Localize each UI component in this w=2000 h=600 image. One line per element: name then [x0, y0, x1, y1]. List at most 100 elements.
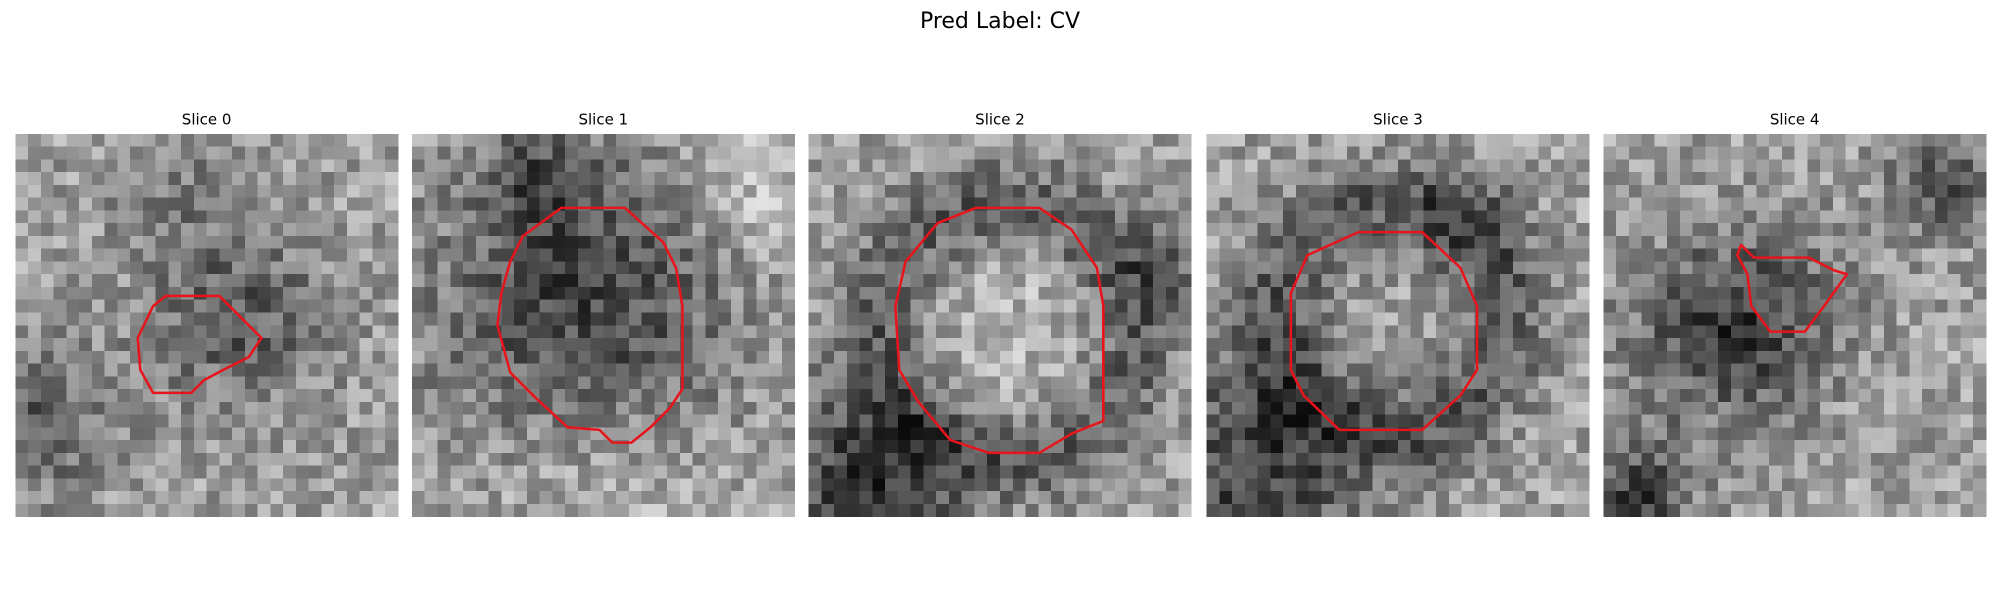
pixel [948, 325, 963, 339]
pixel [334, 133, 348, 148]
pixel [526, 184, 540, 199]
pixel [923, 389, 937, 403]
pixel [104, 172, 118, 186]
pixel [1973, 299, 1987, 313]
pixel [1871, 197, 1885, 211]
pixel [603, 274, 617, 288]
pixel [206, 184, 220, 199]
pixel [1973, 376, 1987, 390]
pixel [308, 414, 322, 428]
pixel [1641, 159, 1655, 173]
pixel [1372, 146, 1386, 160]
pixel [1512, 414, 1526, 428]
pixel [1410, 401, 1424, 415]
pixel [808, 414, 822, 428]
pixel [1820, 312, 1834, 326]
pixel [1512, 197, 1526, 211]
pixel [1102, 312, 1116, 326]
pixel [463, 159, 477, 173]
pixel [565, 440, 579, 454]
pixel [142, 184, 156, 199]
pixel [1667, 414, 1681, 428]
pixel [1012, 440, 1026, 454]
pixel [846, 389, 861, 403]
pixel [1063, 376, 1077, 390]
pixel [1283, 503, 1297, 517]
pixel [1769, 440, 1783, 454]
pixel [1807, 133, 1821, 148]
pixel [1178, 210, 1192, 224]
pixel [1270, 376, 1284, 390]
pixel [1178, 350, 1192, 364]
pixel [1487, 235, 1501, 250]
pixel [718, 299, 732, 313]
pixel [897, 133, 912, 148]
pixel [334, 210, 348, 224]
pixel [411, 248, 426, 262]
pixel [667, 146, 681, 160]
pixel [168, 503, 182, 517]
pixel [295, 350, 310, 364]
pixel [206, 389, 220, 403]
pixel [1012, 248, 1026, 262]
pixel [270, 274, 284, 288]
pixel [1654, 248, 1668, 262]
pixel [781, 286, 796, 301]
pixel [334, 414, 348, 428]
pixel [641, 440, 655, 454]
pixel [168, 491, 182, 505]
pixel [1883, 440, 1898, 454]
pixel [705, 325, 719, 339]
pixel [1705, 325, 1719, 339]
pixel [1000, 299, 1014, 313]
pixel [834, 491, 848, 505]
pixel [1397, 503, 1412, 517]
pixel [821, 440, 835, 454]
pixel [1206, 440, 1220, 454]
pixel [475, 146, 489, 160]
pixel [603, 478, 617, 492]
pixel [270, 146, 284, 160]
pixel [130, 286, 144, 301]
pixel [244, 172, 259, 186]
pixel [219, 325, 233, 339]
pixel [1051, 401, 1065, 415]
pixel [79, 172, 93, 186]
pixel [769, 133, 783, 148]
pixel [743, 427, 757, 441]
pixel [206, 465, 220, 479]
pixel [334, 478, 348, 492]
pixel [1000, 401, 1014, 415]
pixel [1781, 184, 1796, 199]
pixel [885, 363, 899, 377]
pixel [1781, 235, 1796, 250]
pixel [450, 503, 464, 517]
pixel [181, 427, 195, 441]
pixel [1232, 210, 1246, 224]
pixel [1448, 376, 1463, 390]
pixel [66, 248, 80, 262]
pixel [1679, 478, 1693, 492]
pixel [641, 299, 655, 313]
pixel [692, 491, 706, 505]
pixel [1934, 503, 1949, 517]
pixel [283, 299, 297, 313]
pixel [1114, 299, 1128, 313]
pixel [1051, 465, 1065, 479]
pixel [1283, 210, 1297, 224]
pixel [1563, 146, 1577, 160]
pixel [372, 465, 386, 479]
pixel [1820, 478, 1834, 492]
pixel [859, 401, 873, 415]
pixel [1153, 210, 1167, 224]
pixel [1781, 274, 1796, 288]
pixel [526, 427, 540, 441]
pixel [1922, 184, 1936, 199]
pixel [1973, 427, 1987, 441]
pixel [1858, 401, 1872, 415]
pixel [743, 197, 757, 211]
pixel [1385, 452, 1399, 466]
pixel [1423, 478, 1437, 492]
pixel [923, 172, 937, 186]
panel-title: Slice 1 [578, 110, 628, 128]
